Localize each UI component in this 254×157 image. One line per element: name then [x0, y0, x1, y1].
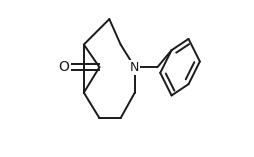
Text: N: N [130, 61, 139, 74]
Text: O: O [59, 60, 70, 74]
